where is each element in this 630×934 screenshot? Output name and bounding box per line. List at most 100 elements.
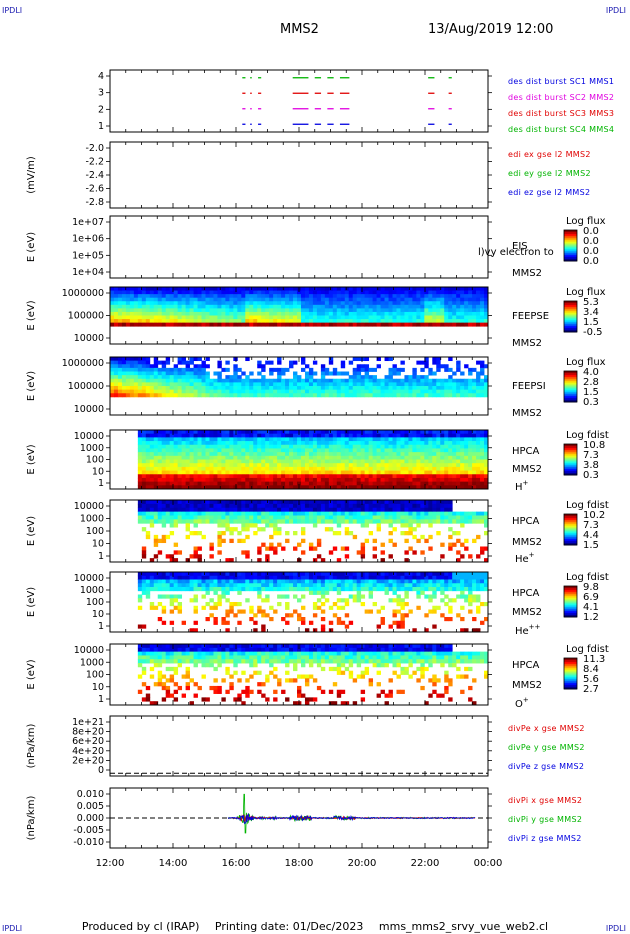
heatmap-cells [110,357,489,398]
heatmap-cell [460,290,465,295]
heatmap-cell [476,375,481,380]
heatmap-cell [356,382,362,387]
heatmap-cell [428,523,433,528]
heatmap-cell [205,572,210,577]
heatmap-cell [368,322,374,327]
heatmap-cell [416,455,421,460]
heatmap-cell [205,466,210,471]
heatmap-cell [344,459,350,464]
heatmap-cell [201,364,206,369]
heatmap-cell [320,393,326,398]
heatmap-cell [213,386,218,391]
heatmap-cell [476,287,481,291]
heatmap-cell [428,511,433,516]
heatmap-cell [149,579,155,584]
heatmap-cell [193,452,198,457]
heatmap-cell [360,375,366,380]
heatmap-cell [328,382,334,387]
heatmap-cell [448,511,453,516]
heatmap-cell [153,463,159,468]
heatmap-cell [320,590,326,595]
heatmap-cell [213,503,218,509]
heatmap-cell [217,470,222,475]
heatmap-cell [261,500,266,505]
heatmap-cell [336,386,342,391]
heatmap-cell [352,477,358,483]
heatmap-cell [110,311,115,316]
heatmap-cell [273,452,278,457]
heatmap-cell [328,481,334,486]
heatmap-cell [448,500,453,505]
heatmap-cell [257,378,262,383]
heatmap-cell [388,386,393,391]
heatmap-cell [476,297,481,302]
heatmap-cell [221,459,226,464]
heatmap-cell [185,575,190,580]
heatmap-cell [193,430,198,435]
heatmap-cell [261,382,266,387]
heatmap-cell [400,360,405,365]
heatmap-cell [356,579,362,584]
heatmap-cell [464,433,469,438]
heatmap-cell [436,500,441,505]
heatmap-cell [229,579,234,584]
heatmap-cell [149,587,155,592]
heatmap-cell [289,389,294,394]
heatmap-cell [153,315,159,320]
heatmap-cell [356,452,362,457]
heatmap-cell [436,360,441,365]
heatmap-cell [145,290,151,295]
heatmap-cell [293,481,298,486]
heatmap-cell [297,519,302,524]
heatmap-cell [392,287,397,291]
heatmap-cell [376,444,381,449]
heatmap-cell [265,319,270,324]
heatmap-cell [300,466,306,471]
heatmap-cell [484,308,489,313]
heatmap-cell [436,455,441,460]
colorbar-swatch [564,444,577,447]
heatmap-cell [344,583,350,588]
heatmap-cell [308,393,314,398]
heatmap-cell [129,382,135,387]
heatmap-cell [157,602,163,607]
heatmap-cell [153,389,159,394]
heatmap-cell [308,452,314,457]
heatmap-cell [428,500,433,505]
heatmap-cell [110,315,115,320]
heatmap-cell [344,474,350,479]
heatmap-cell [249,515,254,520]
heatmap-cell [197,371,202,376]
heatmap-cell [157,459,163,464]
heatmap-cell [297,375,302,380]
heatmap-cell [356,590,362,595]
heatmap-cell [484,511,489,516]
heatmap-cell [388,287,393,291]
heatmap-cell [380,515,385,520]
heatmap-cell [253,503,258,509]
heatmap-cell [245,315,250,320]
heatmap-cell [440,294,445,299]
heatmap-cell [452,481,457,486]
heatmap-cell [464,290,469,295]
heatmap-cell [328,587,334,592]
colorbar-tick-label: 0.3 [583,470,599,481]
heatmap-cell [257,507,262,513]
heatmap-cell [396,511,401,516]
heatmap-cell [297,455,302,460]
heatmap-cell [388,481,393,486]
heatmap-cell [352,575,358,580]
heatmap-cell [388,437,393,442]
heatmap-cell [269,378,274,383]
heatmap-cell [368,311,374,316]
heatmap-cell [412,527,417,532]
heatmap-cell [249,393,254,398]
heatmap-cell [121,297,127,302]
heatmap-cell [189,448,194,453]
heatmap-cell [384,308,389,313]
heatmap-cell [348,531,354,536]
heatmap-cell [420,503,425,509]
heatmap-cell [324,311,330,316]
heatmap-cell [157,433,163,438]
heatmap-cell [157,311,163,316]
